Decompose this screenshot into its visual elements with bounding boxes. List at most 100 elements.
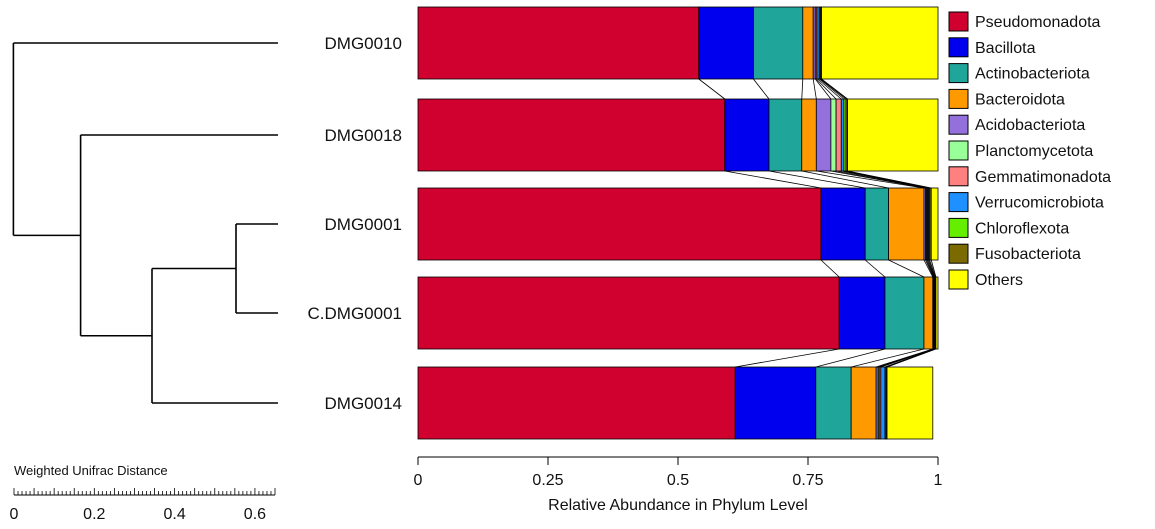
- bar-segment-bacillota-dmg0014: [734, 366, 817, 440]
- bar-segment-verrucomicrobiota-dmg0014: [880, 366, 886, 440]
- bar-segment-pseudomonadota-dmg0001: [417, 187, 822, 261]
- sample-labels: DMG0010 DMG0018 DMG0001 C.DMG0001 DMG0014: [308, 34, 402, 413]
- legend: Pseudomonadota Bacillota Actinobacteriota B…: [948, 11, 1111, 290]
- connector-line: [817, 78, 842, 100]
- bar-segment-planctomycetota-dmg0018: [830, 98, 837, 172]
- bar-segment-acidobacteriota-dmg0018: [815, 98, 832, 172]
- connector-line: [735, 348, 840, 368]
- x-tick-label: 1: [934, 472, 943, 489]
- bar-segment-pseudomonadota-dmg0014: [417, 366, 736, 440]
- bar-segment-actinobacteriota-dmg0018: [768, 98, 803, 172]
- x-tick-label: 0: [414, 472, 423, 489]
- x-axis-title: Relative Abundance in Phylum Level: [548, 497, 808, 514]
- legend-swatch: [948, 243, 969, 264]
- bar-segment-bacillota-dmg0010: [698, 6, 754, 80]
- connector-line: [851, 348, 925, 368]
- bar-segment-others-dmg0010: [821, 6, 939, 80]
- connector-line: [821, 78, 848, 100]
- bar-segment-bacillota-dmg0018: [724, 98, 770, 172]
- legend-swatch: [948, 269, 969, 290]
- connector-line: [815, 348, 886, 368]
- connector-line: [814, 78, 832, 100]
- bar-segment-others-dmg0014: [886, 366, 934, 440]
- connector-line: [928, 259, 936, 278]
- legend-swatch: [948, 11, 969, 32]
- distance-scale-label: 0: [10, 506, 19, 523]
- connector-line: [888, 259, 925, 278]
- x-tick-label: 0.25: [532, 472, 563, 489]
- distance-scale-label: 0.4: [163, 506, 185, 523]
- bar-segment-actinobacteriota-c.dmg0001: [884, 276, 925, 350]
- bar-segment-bacteroidota-dmg0014: [850, 366, 877, 440]
- bar-segment-pseudomonadota-dmg0010: [417, 6, 700, 80]
- legend-swatch: [948, 192, 969, 213]
- stacked-bars: [417, 6, 939, 440]
- bar-segment-gemmatimonadota-dmg0018: [835, 98, 842, 172]
- distance-scale: Weighted Unifrac Distance 0 0.2 0.4 0.6: [10, 463, 276, 523]
- legend-label: Planctomycetota: [975, 143, 1093, 160]
- sample-label: DMG0018: [325, 126, 402, 145]
- connector-line: [816, 78, 837, 100]
- connector-line: [927, 259, 935, 278]
- dendrogram: [12, 42, 278, 404]
- legend-label: Bacillota: [975, 40, 1036, 57]
- x-tick-label: 0.5: [667, 472, 689, 489]
- sample-label: DMG0001: [325, 215, 402, 234]
- x-axis: Relative Abundance in Phylum Level 0 0.25…: [414, 456, 943, 514]
- bar-segment-bacteroidota-c.dmg0001: [923, 276, 934, 350]
- connector-line: [819, 78, 845, 100]
- bar-segment-bacillota-c.dmg0001: [838, 276, 886, 350]
- bar-segment-others-dmg0001: [930, 187, 939, 261]
- legend-swatch: [948, 166, 969, 187]
- connector-line: [925, 259, 934, 278]
- sample-label: DMG0014: [325, 394, 402, 413]
- sample-label: DMG0010: [325, 34, 402, 53]
- sample-label: C.DMG0001: [308, 304, 402, 323]
- connector-line: [929, 259, 936, 278]
- x-tick-label: 0.75: [792, 472, 823, 489]
- distance-scale-label: 0.2: [83, 506, 105, 523]
- bar-segment-others-dmg0018: [847, 98, 939, 172]
- bar-segment-bacillota-dmg0001: [820, 187, 866, 261]
- bar-segment-bacteroidota-dmg0010: [802, 6, 814, 80]
- connector-line: [820, 78, 847, 100]
- legend-label: Pseudomonadota: [975, 14, 1101, 31]
- bar-segment-actinobacteriota-dmg0014: [815, 366, 852, 440]
- bar-segment-actinobacteriota-dmg0001: [864, 187, 890, 261]
- legend-swatch: [948, 63, 969, 84]
- legend-swatch: [948, 88, 969, 109]
- connector-line: [812, 78, 817, 100]
- legend-label: Bacteroidota: [975, 91, 1065, 108]
- connector-line: [847, 170, 932, 189]
- bar-segment-bacteroidota-dmg0018: [801, 98, 817, 172]
- bar-segment-bacteroidota-dmg0001: [888, 187, 925, 261]
- bar-connectors: [698, 78, 937, 368]
- connector-line: [864, 259, 886, 278]
- legend-swatch: [948, 140, 969, 161]
- legend-swatch: [948, 37, 969, 58]
- connector-line: [753, 78, 770, 100]
- legend-label: Acidobacteriota: [975, 117, 1085, 134]
- connector-line: [923, 259, 934, 278]
- legend-label: Others: [975, 272, 1023, 289]
- connector-line: [816, 170, 925, 189]
- bar-segment-actinobacteriota-dmg0010: [753, 6, 804, 80]
- bar-segment-pseudomonadota-c.dmg0001: [417, 276, 840, 350]
- legend-label: Gemmatimonadota: [975, 169, 1111, 186]
- legend-label: Verrucomicrobiota: [975, 195, 1104, 212]
- connector-line: [768, 170, 866, 189]
- connector-line: [926, 259, 935, 278]
- connector-line: [801, 78, 804, 100]
- bar-segment-pseudomonadota-dmg0018: [417, 98, 726, 172]
- connector-line: [886, 348, 937, 368]
- connector-line: [724, 170, 822, 189]
- legend-label: Fusobacteriota: [975, 246, 1081, 263]
- distance-scale-title: Weighted Unifrac Distance: [14, 463, 168, 478]
- distance-scale-label: 0.6: [244, 506, 266, 523]
- legend-swatch: [948, 114, 969, 135]
- connector-line: [930, 259, 937, 278]
- legend-label: Chloroflexota: [975, 220, 1069, 237]
- legend-label: Actinobacteriota: [975, 66, 1090, 83]
- connector-line: [820, 259, 840, 278]
